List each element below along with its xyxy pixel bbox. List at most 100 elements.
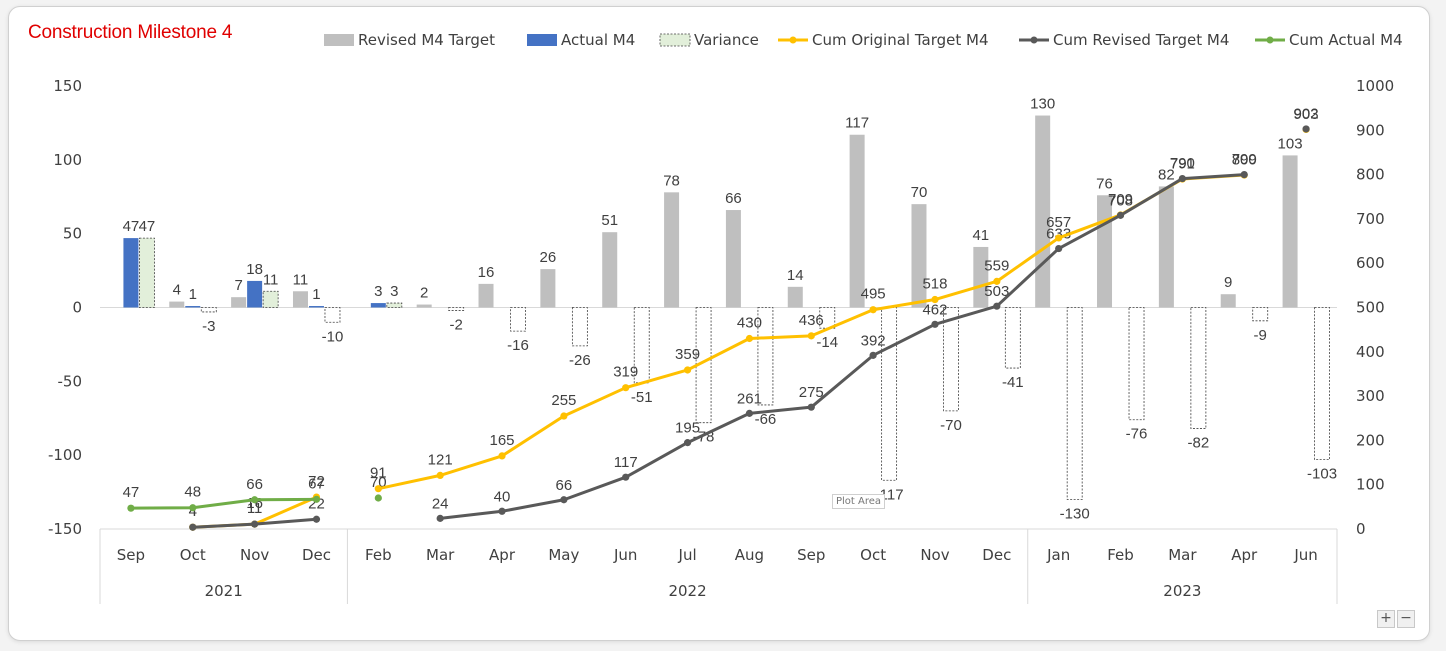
x-axis-category-label: Nov <box>920 546 949 564</box>
bar-data-label: -130 <box>1060 505 1090 522</box>
x-axis-category-label: Dec <box>982 546 1011 564</box>
point-cum-revised-target-m4 <box>869 351 877 359</box>
x-axis-category-label: Apr <box>1231 546 1258 564</box>
legend-label: Cum Actual M4 <box>1289 31 1403 49</box>
bar-revised-m4-target <box>292 291 308 308</box>
point-cum-original-target-m4 <box>807 332 815 340</box>
bar-variance <box>1066 307 1083 500</box>
left-axis-tick: 0 <box>72 299 82 317</box>
point-cum-revised-target-m4 <box>560 496 568 504</box>
point-cum-revised-target-m4 <box>745 409 754 417</box>
line-data-label: 255 <box>551 392 576 409</box>
bar-variance <box>1004 307 1021 369</box>
line-data-label: 462 <box>922 301 947 318</box>
line-data-label: 392 <box>861 332 886 349</box>
bar-revised-m4-target <box>849 134 865 308</box>
point-cum-original-target-m4 <box>931 295 939 304</box>
point-cum-revised-target-m4 <box>1302 125 1310 133</box>
left-axis-tick: 150 <box>53 77 82 95</box>
point-cum-revised-target-m4 <box>683 439 692 447</box>
legend-label: Actual M4 <box>561 31 635 49</box>
bar-revised-m4-target <box>725 210 741 308</box>
point-cum-revised-target-m4 <box>1178 174 1186 183</box>
point-cum-original-target-m4 <box>745 334 754 343</box>
bar-data-label: 47 <box>123 218 140 235</box>
x-axis-category-label: Sep <box>117 546 145 564</box>
point-cum-original-target-m4 <box>560 412 568 420</box>
x-axis-category-label: Oct <box>180 546 206 564</box>
right-axis-tick: 500 <box>1356 299 1385 317</box>
point-cum-original-target-m4 <box>683 366 692 374</box>
line-data-label: 275 <box>799 384 824 401</box>
point-cum-revised-target-m4 <box>1055 244 1063 253</box>
bar-revised-m4-target <box>478 283 494 308</box>
line-data-label: 790 <box>1170 155 1195 172</box>
point-cum-actual-m4 <box>251 496 259 504</box>
legend-label: Cum Original Target M4 <box>812 31 988 49</box>
point-cum-actual-m4 <box>127 504 135 512</box>
bar-data-label: 103 <box>1278 135 1303 152</box>
bar-revised-m4-target <box>787 286 803 308</box>
bar-data-label: 3 <box>374 283 382 300</box>
bar-data-label: 18 <box>246 261 263 278</box>
point-cum-revised-target-m4 <box>931 320 939 328</box>
bar-data-label: 66 <box>725 190 742 207</box>
point-cum-revised-target-m4 <box>1240 171 1248 179</box>
bar-data-label: -3 <box>202 318 215 335</box>
line-data-label: 40 <box>494 488 511 505</box>
line-data-label: 195 <box>675 420 700 437</box>
right-axis-tick: 0 <box>1356 520 1366 538</box>
line-data-label: 799 <box>1232 151 1257 168</box>
bar-revised-m4-target <box>1282 155 1298 308</box>
zoom-in-button[interactable]: + <box>1377 610 1395 628</box>
line-data-label: 121 <box>428 451 453 468</box>
line-data-label: 503 <box>984 283 1009 300</box>
bar-variance <box>510 307 526 332</box>
bar-revised-m4-target <box>911 204 927 308</box>
line-data-label: 559 <box>984 257 1009 274</box>
legend-swatch-revised-m4-target <box>324 34 354 46</box>
right-axis-tick: 300 <box>1356 387 1385 405</box>
bar-data-label: 11 <box>293 271 309 288</box>
legend-label: Cum Revised Target M4 <box>1053 31 1229 49</box>
legend: Revised M4 Target Actual M4 Variance Cum Or… <box>324 31 1403 49</box>
bar-data-label: 47 <box>139 218 156 235</box>
chart-title: Construction Milestone 4 <box>28 22 233 43</box>
bar-data-label: -51 <box>631 389 653 406</box>
bar-revised-m4-target <box>602 232 618 308</box>
zoom-out-button[interactable]: − <box>1397 610 1415 628</box>
bar-data-label: 14 <box>787 267 804 284</box>
point-cum-actual-m4 <box>312 495 321 503</box>
bar-data-label: -2 <box>450 316 463 333</box>
bar-revised-m4-target <box>540 269 556 308</box>
line-data-label: 117 <box>614 454 638 471</box>
bar-variance <box>448 307 465 311</box>
line-cum-revised-target-m4 <box>440 173 1245 520</box>
legend-label: Revised M4 Target <box>358 31 495 49</box>
line-data-label: 24 <box>432 495 449 512</box>
legend-swatch-variance <box>659 33 691 47</box>
labels-group: 4 7 11216265178661411770411307682910347118… <box>123 96 1338 523</box>
left-axis-tick: 100 <box>53 151 82 169</box>
right-axis-tick: 800 <box>1356 166 1385 184</box>
bar-variance <box>757 307 774 406</box>
point-cum-revised-target-m4 <box>436 514 444 522</box>
bar-data-label: 70 <box>911 184 928 201</box>
bar-data-label: -9 <box>1254 327 1267 344</box>
bar-revised-m4-target <box>416 304 432 308</box>
bar-data-label: 1 <box>312 286 320 303</box>
line-data-label: 657 <box>1046 214 1071 231</box>
right-axis-tick: 600 <box>1356 254 1385 272</box>
bar-data-label: -41 <box>1002 374 1024 391</box>
point-cum-revised-target-m4 <box>807 403 815 411</box>
line-data-label: 47 <box>123 484 140 501</box>
line-data-label: 91 <box>370 465 387 482</box>
bar-data-label: 3 <box>390 283 398 300</box>
x-axis-category-label: Jun <box>1293 546 1317 564</box>
bar-data-label: 76 <box>1096 175 1113 192</box>
point-cum-original-target-m4 <box>436 471 444 479</box>
bar-data-label: 41 <box>972 227 989 244</box>
point-cum-revised-target-m4 <box>622 473 630 481</box>
right-axis-tick: 400 <box>1356 343 1385 361</box>
